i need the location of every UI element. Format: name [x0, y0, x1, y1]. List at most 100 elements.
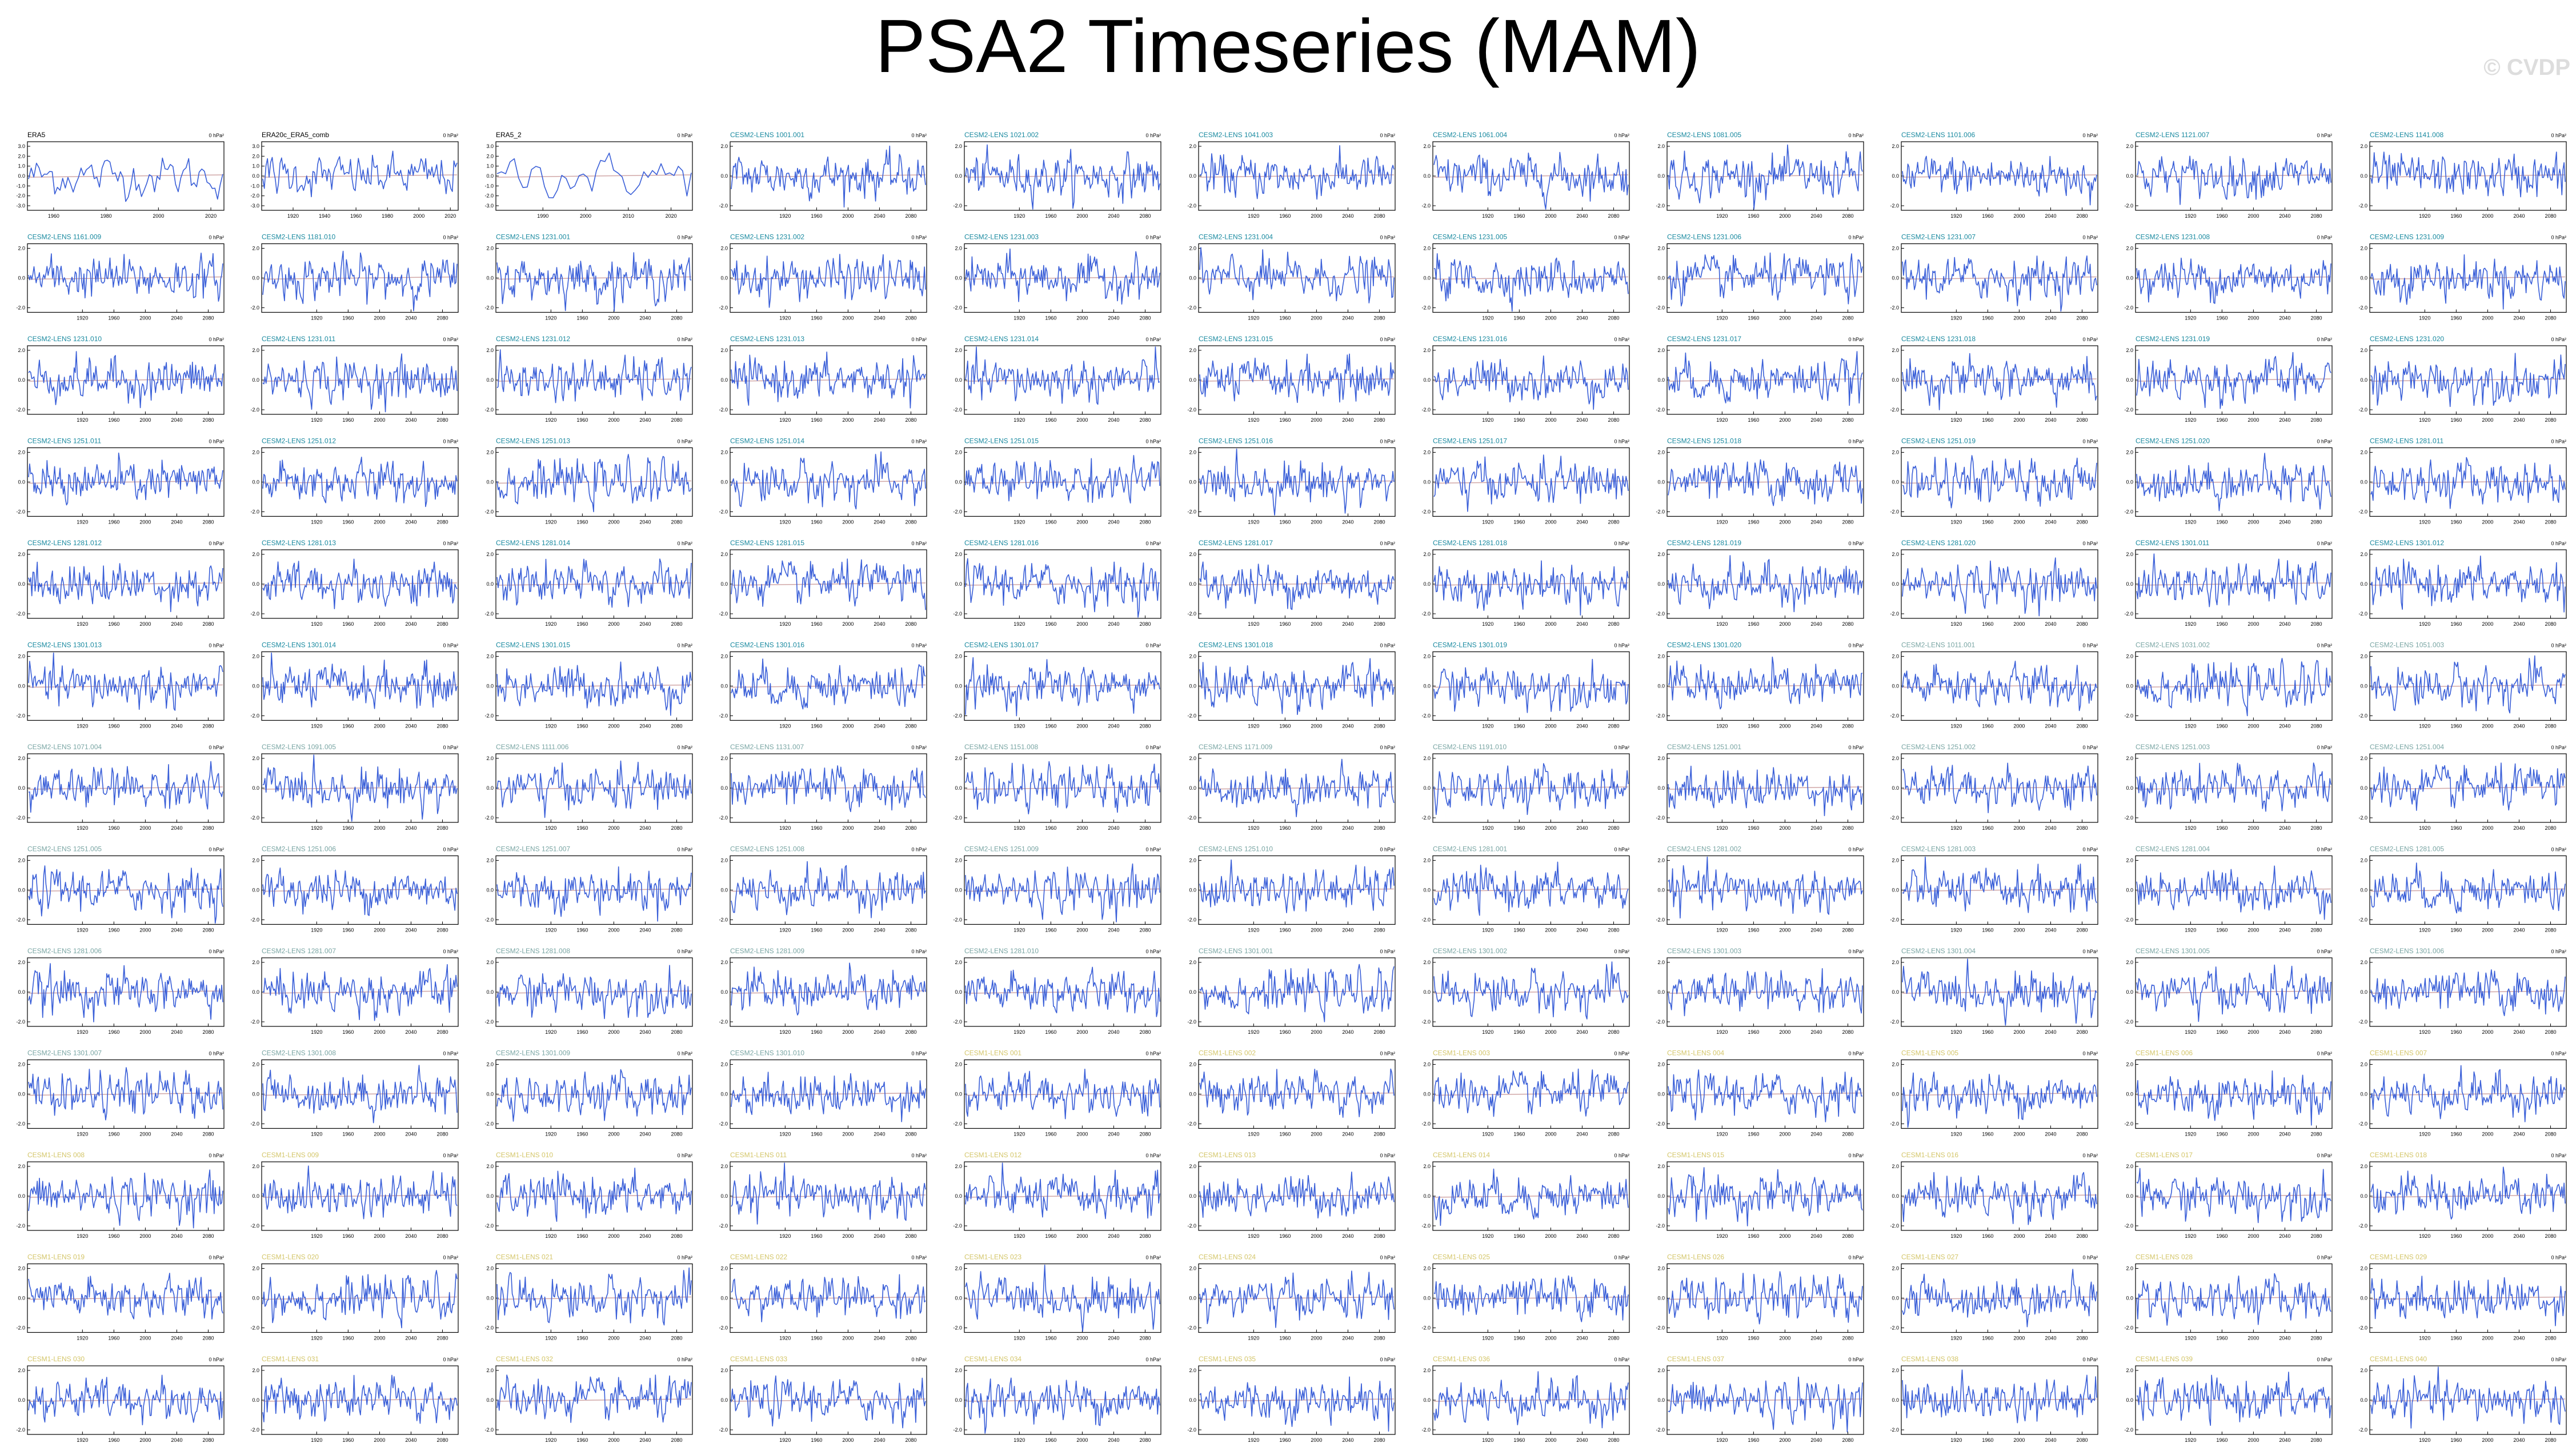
y-tick-label: 2.0	[1423, 143, 1431, 149]
series-line	[496, 661, 692, 716]
x-tick-label: 1920	[1013, 417, 1025, 423]
x-tick-label: 2000	[1779, 1233, 1790, 1239]
panel-units: 0 hPa²	[911, 1255, 927, 1261]
x-tick-label: 2080	[2076, 928, 2088, 933]
panel-units: 0 hPa²	[443, 133, 458, 138]
panel-units: 0 hPa²	[2082, 439, 2098, 445]
panel-units: 0 hPa²	[1614, 235, 1629, 241]
x-tick-label: 1960	[2216, 825, 2228, 831]
y-tick-label: -2.0	[16, 917, 25, 923]
panel-label: CESM1-LENS 021	[496, 1253, 553, 1261]
y-tick-label: 0.0	[18, 581, 25, 587]
y-tick-label: 2.0	[2360, 347, 2367, 353]
series-line	[2370, 555, 2566, 613]
y-tick-label: 2.0	[2360, 143, 2367, 149]
y-tick-label: -2.0	[1187, 1121, 1196, 1127]
y-tick-label: 2.0	[486, 1164, 494, 1169]
panel-units: 0 hPa²	[1614, 643, 1629, 649]
y-tick-label: 0.0	[1423, 1296, 1431, 1301]
y-tick-label: 0.0	[1423, 785, 1431, 791]
x-tick-label: 1960	[342, 1336, 354, 1341]
series-line	[965, 248, 1160, 305]
x-tick-label: 1960	[811, 621, 822, 627]
x-tick-label: 2000	[1545, 621, 1556, 627]
trend-line	[2136, 1296, 2331, 1300]
x-tick-label: 2080	[2310, 825, 2322, 831]
x-tick-label: 1960	[1748, 1233, 1759, 1239]
x-tick-label: 1920	[1482, 417, 1493, 423]
x-tick-label: 2040	[2045, 1233, 2056, 1239]
panel-units: 0 hPa²	[677, 133, 692, 138]
x-tick-label: 1960	[811, 315, 822, 321]
x-tick-label: 2040	[2513, 1233, 2525, 1239]
series-line	[1902, 1072, 2097, 1128]
x-tick-label: 2000	[413, 213, 424, 219]
y-tick-label: -2.0	[16, 815, 25, 821]
y-tick-label: -2.0	[953, 1325, 962, 1331]
y-tick-label: 2.0	[2360, 756, 2367, 761]
y-tick-label: 2.0	[2126, 347, 2133, 353]
y-tick-label: 0.0	[1657, 377, 1665, 383]
y-tick-label: 0.0	[252, 581, 259, 587]
y-tick-label: -2.0	[1890, 611, 1899, 617]
panel-units: 0 hPa²	[209, 643, 224, 649]
series-line	[2370, 762, 2566, 811]
x-tick-label: 1920	[1950, 1233, 1962, 1239]
series-line	[496, 252, 692, 312]
y-tick-label: -2.0	[719, 917, 728, 923]
x-tick-label: 1960	[576, 519, 588, 525]
panel-label: CESM2-LENS 1281.014	[496, 539, 570, 547]
y-tick-label: 2.0	[2126, 654, 2133, 659]
series-line	[1199, 758, 1395, 817]
panel-label: CESM2-LENS 1231.014	[964, 335, 1039, 343]
x-tick-label: 1920	[1950, 1336, 1962, 1341]
trend-line	[496, 1398, 692, 1402]
y-tick-label: -2.0	[250, 917, 259, 923]
y-tick-label: 2.0	[1423, 1266, 1431, 1272]
x-tick-label: 2040	[1810, 519, 1822, 525]
x-tick-label: 1960	[1045, 621, 1056, 627]
panel-units: 0 hPa²	[1380, 1153, 1395, 1158]
x-tick-label: 2080	[2076, 1233, 2088, 1239]
x-tick-label: 1920	[779, 621, 791, 627]
panel-units: 0 hPa²	[2082, 235, 2098, 241]
series-line	[1433, 1068, 1629, 1117]
x-tick-label: 2080	[2545, 1336, 2556, 1341]
panel-label: CESM1-LENS 038	[1901, 1355, 1958, 1363]
panel-label: CESM1-LENS 032	[496, 1355, 553, 1363]
panel-label: CESM1-LENS 003	[1433, 1049, 1490, 1057]
x-tick-label: 1960	[1513, 1132, 1525, 1137]
x-tick-label: 1960	[1279, 723, 1291, 729]
x-tick-label: 2040	[1576, 1029, 1588, 1035]
panel-label: CESM2-LENS 1301.011	[2136, 539, 2210, 547]
x-tick-label: 2080	[1842, 519, 1853, 525]
x-tick-label: 1960	[1045, 1029, 1056, 1035]
panel-units: 0 hPa²	[443, 337, 458, 342]
x-tick-label: 1920	[545, 1132, 556, 1137]
y-tick-label: 0.0	[955, 275, 962, 281]
series-line	[496, 1069, 692, 1122]
y-tick-label: -2.0	[1890, 509, 1899, 515]
x-tick-label: 2000	[1779, 928, 1790, 933]
panel-units: 0 hPa²	[443, 643, 458, 649]
y-tick-label: 0.0	[2126, 683, 2133, 689]
x-tick-label: 1960	[576, 1132, 588, 1137]
x-tick-label: 1920	[779, 825, 791, 831]
x-tick-label: 1920	[545, 1233, 556, 1239]
x-tick-label: 2040	[2279, 928, 2290, 933]
